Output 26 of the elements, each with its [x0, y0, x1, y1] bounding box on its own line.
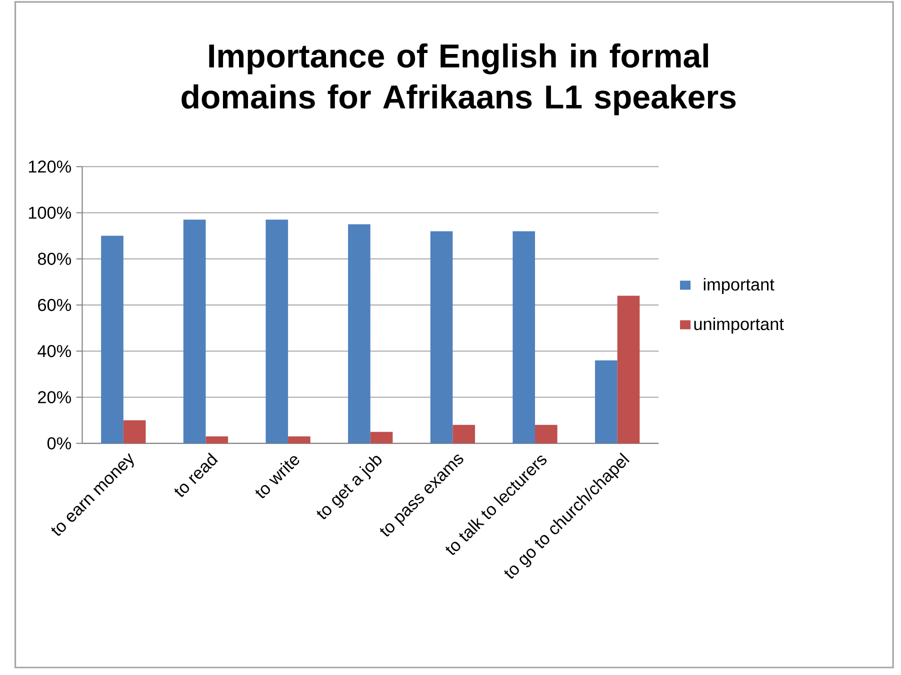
y-tick-label: 80% — [38, 252, 72, 265]
bar — [348, 224, 370, 444]
bar — [370, 432, 393, 444]
bar — [101, 236, 124, 444]
y-tick-label: 0% — [47, 437, 72, 450]
y-tick-label: 20% — [38, 390, 72, 404]
bar — [288, 436, 310, 444]
bar — [617, 296, 640, 444]
y-tick-label: 100% — [28, 206, 71, 219]
bar — [535, 424, 558, 444]
bar — [595, 360, 618, 444]
x-tick-label: to get a job — [316, 456, 382, 519]
legend-label: unimportant — [694, 317, 784, 334]
bar — [183, 219, 206, 444]
y-tick-label: 120% — [28, 160, 71, 172]
legend-label: important — [704, 278, 774, 294]
x-tick-label: to write — [255, 456, 300, 498]
bar — [452, 424, 476, 444]
bar — [123, 420, 146, 444]
bar — [430, 230, 453, 444]
y-tick-label: 60% — [38, 298, 72, 311]
bar — [512, 230, 536, 444]
bar — [206, 436, 228, 444]
chart-title: Importance of English in formal domains for Afrikaans L1 speakers — [182, 43, 736, 116]
bar — [266, 219, 288, 444]
y-tick-label: 40% — [38, 344, 72, 357]
